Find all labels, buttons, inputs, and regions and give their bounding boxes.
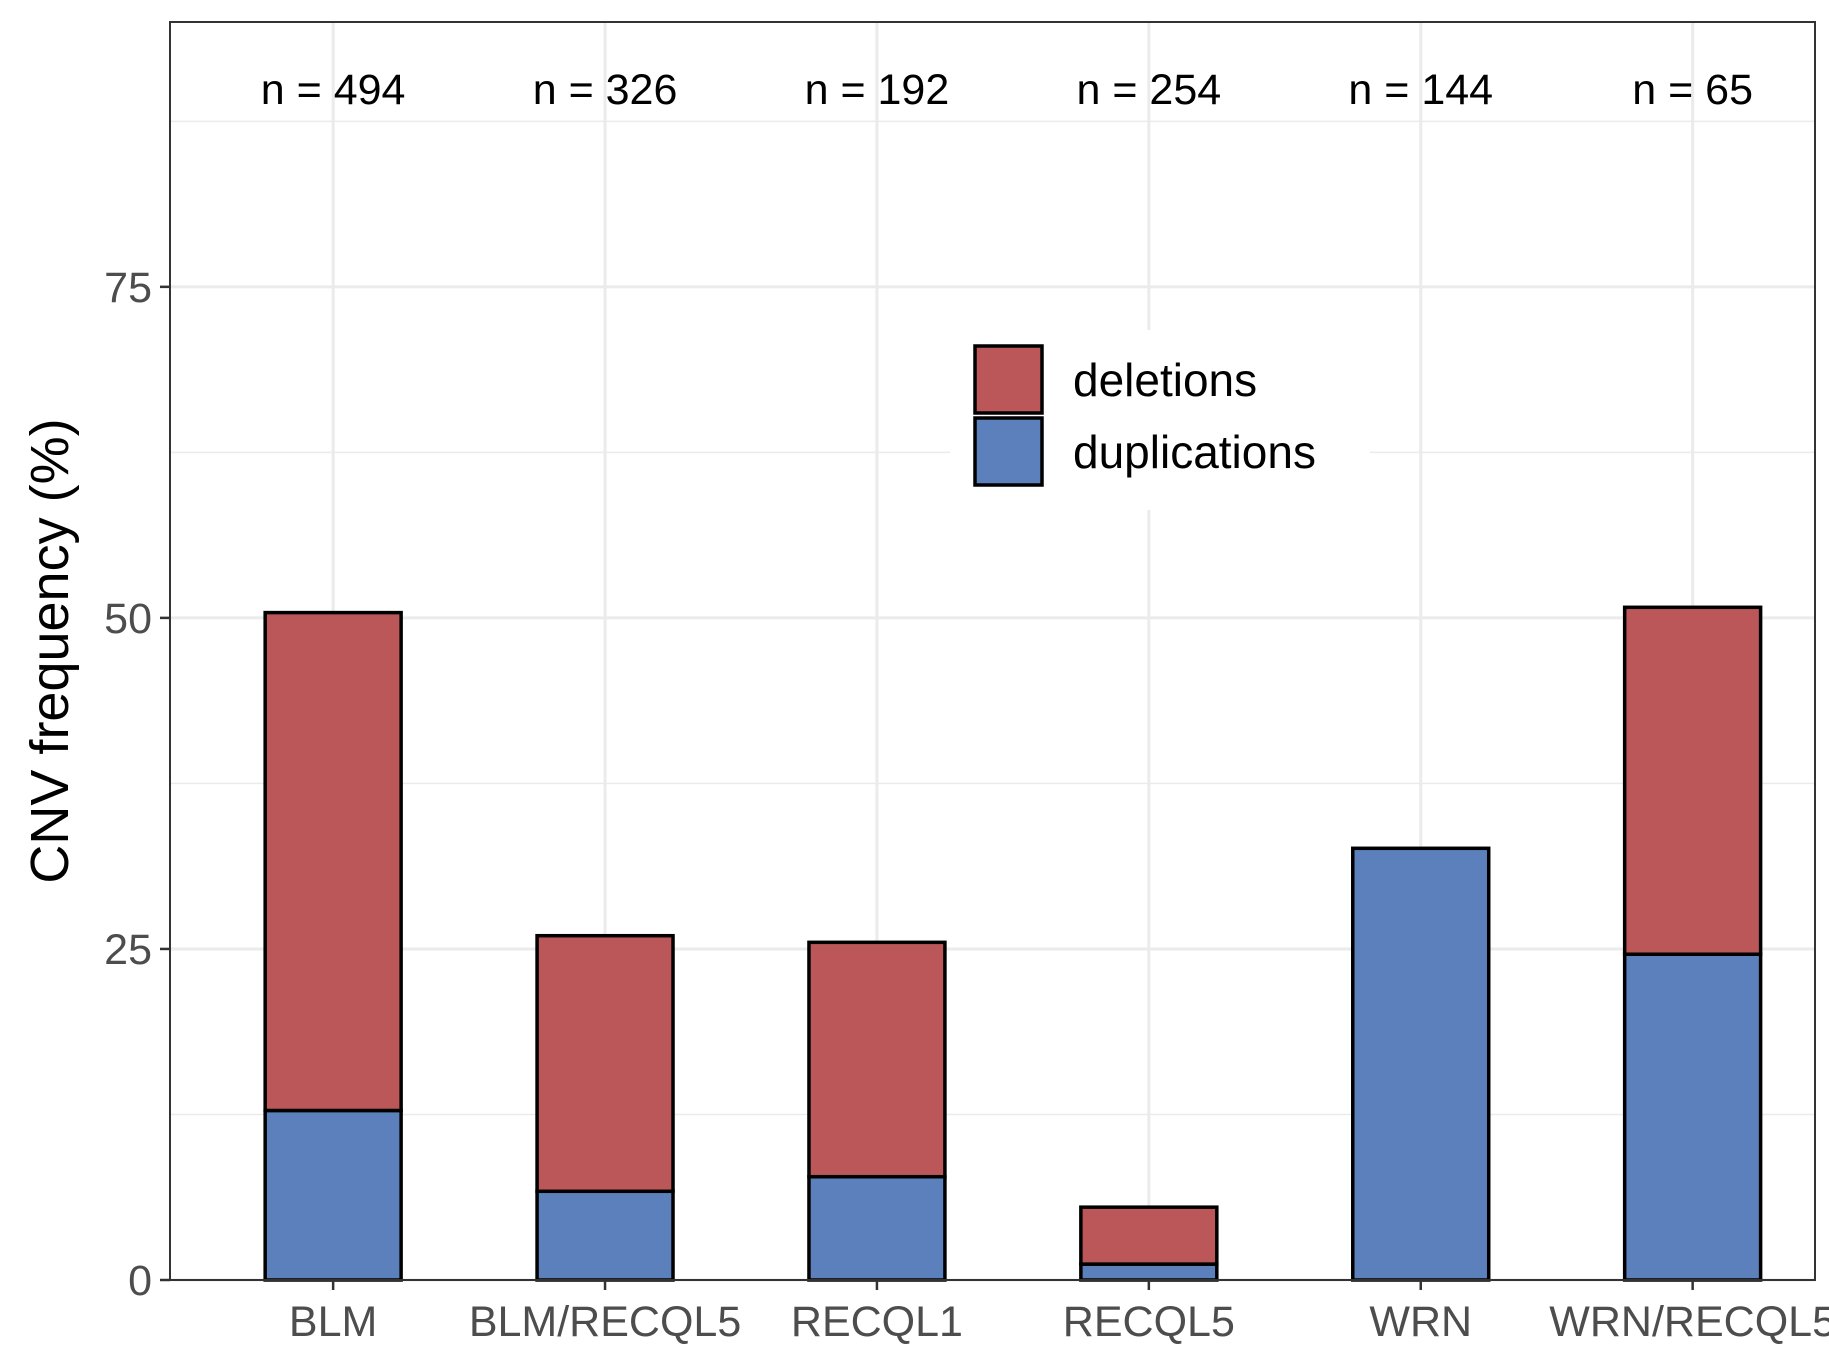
legend-key-duplications	[973, 416, 1044, 487]
x-tick-label: BLM	[289, 1298, 377, 1346]
y-tick-label: 50	[104, 595, 152, 643]
sample-count-label: n = 65	[1632, 66, 1753, 114]
bar-deletions	[535, 933, 675, 1194]
panel-background	[170, 22, 1815, 1280]
x-axis: BLM BLM/RECQL5 RECQL1 RECQL5 WRN WRN/RECQL5	[289, 1280, 1829, 1346]
x-tick-label: WRN	[1369, 1298, 1472, 1346]
legend-label: deletions	[1073, 354, 1257, 406]
sample-count-labels: n = 494 n = 326 n = 192 n = 254 n = 144 n = 6…	[261, 66, 1753, 114]
sample-count-label: n = 192	[805, 66, 950, 114]
bar-deletions	[807, 940, 947, 1179]
legend: deletions duplications	[950, 330, 1370, 510]
y-tick-label: 75	[104, 264, 152, 312]
bar-deletions	[1079, 1205, 1219, 1266]
sample-count-label: n = 326	[533, 66, 678, 114]
bar-duplications	[807, 1174, 947, 1282]
bar-duplications	[535, 1189, 675, 1282]
bar-duplications	[1622, 952, 1763, 1282]
y-axis-title: CNV frequency (%)	[20, 418, 80, 883]
sample-count-label: n = 494	[261, 66, 406, 114]
y-tick-label: 0	[128, 1257, 152, 1305]
bar-duplications	[1351, 846, 1491, 1282]
legend-label: duplications	[1073, 426, 1316, 478]
y-tick-label: 25	[104, 926, 152, 974]
x-tick-label: WRN/RECQL5	[1549, 1298, 1829, 1346]
x-tick-label: RECQL1	[791, 1298, 963, 1346]
sample-count-label: n = 144	[1348, 66, 1493, 114]
sample-count-label: n = 254	[1077, 66, 1222, 114]
bar-deletions	[1622, 605, 1763, 956]
x-tick-label: RECQL5	[1063, 1298, 1235, 1346]
y-axis: 0 25 50 75	[104, 264, 170, 1305]
legend-key-deletions	[973, 344, 1044, 415]
bars	[263, 605, 1763, 1282]
x-tick-label: BLM/RECQL5	[469, 1298, 741, 1346]
bar-deletions	[263, 610, 403, 1113]
bar-duplications	[1079, 1262, 1219, 1282]
panel-border	[169, 21, 1816, 1281]
bar-duplications	[263, 1108, 403, 1282]
